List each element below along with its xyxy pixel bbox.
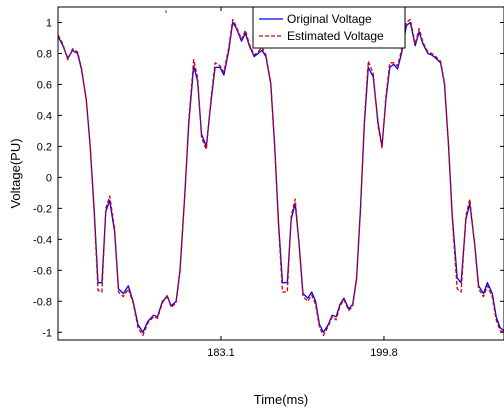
y-tick-label: -0.6 — [33, 265, 52, 277]
y-tick-label: 0.6 — [37, 79, 52, 91]
y-tick-label: -0.4 — [33, 234, 52, 246]
legend-label-1: Estimated Voltage — [287, 29, 384, 43]
y-tick-label: 1 — [46, 17, 52, 29]
legend-box — [252, 6, 406, 49]
y-tick-label: 0.8 — [37, 48, 52, 60]
axis-ticks: 1 0.8 0.6 0.4 0.2 0 -0.2 -0.4 -0.6 -0.8 -1 183.1 199… — [33, 7, 504, 359]
x-tick-label: 199.8 — [370, 347, 398, 359]
series-line-1 — [58, 18, 504, 337]
plot-marks — [58, 18, 504, 337]
y-tick-label: 0 — [46, 172, 52, 184]
series-line-0 — [58, 21, 504, 333]
corner-mark: ' — [165, 9, 167, 21]
y-tick-label: 0.4 — [37, 110, 52, 122]
legend: Original Voltage Estimated Voltage — [252, 6, 406, 49]
x-tick-label: 183.1 — [207, 347, 235, 359]
x-axis-label: Time(ms) — [254, 392, 308, 407]
legend-label-0: Original Voltage — [287, 12, 372, 26]
y-tick-label: 0.2 — [37, 141, 52, 153]
y-tick-label: -0.8 — [33, 296, 52, 308]
y-tick-label: -0.2 — [33, 203, 52, 215]
y-axis-label: Voltage(PU) — [8, 138, 23, 208]
y-tick-label: -1 — [42, 327, 52, 339]
